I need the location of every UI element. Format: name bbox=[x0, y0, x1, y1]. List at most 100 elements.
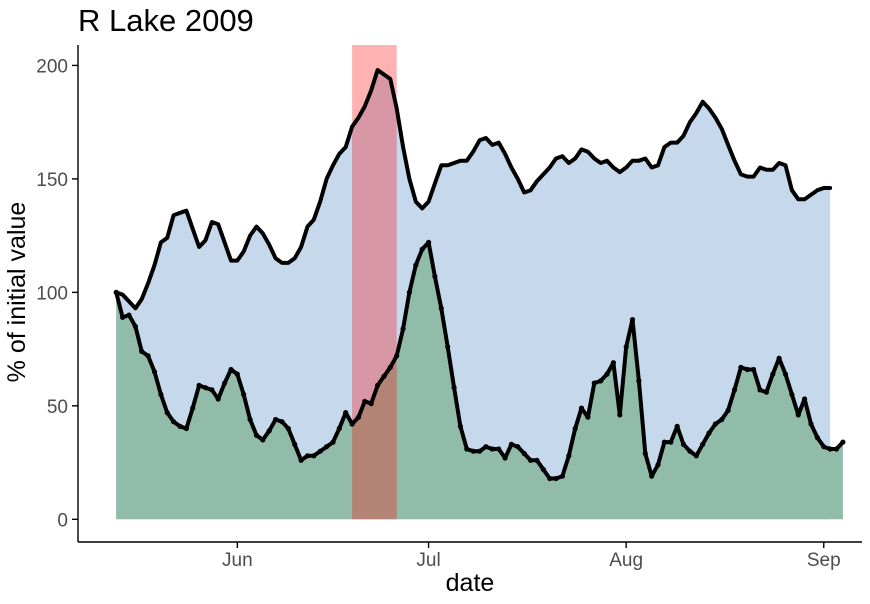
series-2-point bbox=[215, 396, 221, 402]
series-2-point bbox=[432, 273, 438, 280]
series-2-point bbox=[553, 475, 559, 482]
series-1-area bbox=[116, 70, 831, 520]
series-2-point bbox=[604, 371, 610, 377]
series-2-point bbox=[738, 364, 744, 370]
series-2-point bbox=[719, 416, 725, 423]
series-2-point bbox=[591, 380, 597, 386]
x-ticks: Jun Jul Aug Sep bbox=[222, 542, 841, 571]
series-2-point bbox=[540, 466, 546, 472]
series-2-point bbox=[464, 446, 470, 452]
series-2-point bbox=[190, 405, 196, 411]
series-2-point bbox=[196, 382, 202, 388]
series-2-point bbox=[266, 428, 272, 434]
series-2-point bbox=[132, 323, 138, 329]
series-2-point bbox=[585, 414, 591, 420]
series-2-point bbox=[610, 360, 617, 366]
y-tick-label: 0 bbox=[57, 510, 68, 531]
series-2-point bbox=[763, 389, 770, 395]
series-2-point bbox=[629, 317, 636, 323]
series-2-point bbox=[375, 382, 381, 388]
plot-lines bbox=[113, 68, 846, 482]
series-2-point bbox=[202, 385, 209, 391]
series-2-point bbox=[515, 444, 521, 450]
series-2-point bbox=[547, 475, 553, 482]
series-2-point bbox=[712, 421, 719, 427]
series-2-point bbox=[355, 414, 362, 420]
series-2-area bbox=[116, 242, 843, 520]
series-2-point bbox=[362, 398, 368, 404]
series-2-point bbox=[840, 439, 846, 445]
series-2-point bbox=[394, 353, 400, 359]
series-2-point bbox=[400, 326, 406, 332]
series-2-point bbox=[126, 312, 132, 318]
y-ticks: 0 50 100 150 200 bbox=[36, 56, 78, 531]
series-2-point bbox=[151, 369, 158, 375]
series-2-point bbox=[279, 419, 285, 425]
series-2-point bbox=[183, 425, 189, 432]
series-2-point bbox=[234, 371, 240, 377]
series-2-point bbox=[413, 262, 419, 268]
series-2-point bbox=[177, 423, 183, 429]
series-2-point bbox=[139, 348, 145, 354]
series-2-point bbox=[241, 391, 247, 398]
series-2-point bbox=[528, 457, 534, 463]
highlight-band bbox=[352, 45, 397, 520]
series-2-point bbox=[598, 378, 604, 384]
series-2-point bbox=[566, 453, 572, 459]
series-2-point bbox=[438, 305, 444, 311]
series-2-point bbox=[680, 441, 687, 447]
series-2-point bbox=[145, 353, 151, 359]
series-2-point bbox=[508, 441, 514, 447]
series-2-point bbox=[617, 412, 623, 418]
y-tick-label: 150 bbox=[36, 170, 68, 191]
series-2-point bbox=[387, 364, 393, 370]
series-2-point bbox=[171, 419, 177, 425]
series-2-point bbox=[113, 289, 119, 295]
series-2-point bbox=[330, 439, 336, 445]
y-tick-label: 200 bbox=[36, 56, 68, 77]
series-2-point bbox=[693, 453, 699, 459]
axes bbox=[77, 45, 862, 543]
series-2-point bbox=[470, 448, 476, 454]
series-2-point bbox=[521, 450, 527, 457]
series-2-point bbox=[260, 437, 266, 443]
series-2-point bbox=[782, 371, 789, 377]
series-2-point bbox=[751, 366, 757, 373]
series-2-point bbox=[827, 446, 833, 452]
series-2-point bbox=[725, 407, 731, 413]
x-tick-label: Sep bbox=[807, 550, 841, 571]
x-tick-label: Jul bbox=[416, 550, 440, 571]
series-2-point bbox=[789, 391, 795, 398]
series-2-point bbox=[814, 435, 821, 441]
series-2-point bbox=[343, 410, 349, 416]
series-2-point bbox=[209, 387, 215, 393]
series-2-point bbox=[419, 246, 425, 252]
series-2-point bbox=[578, 405, 585, 411]
series-1-line bbox=[114, 68, 833, 311]
series-2-point bbox=[687, 448, 693, 454]
series-2-point bbox=[273, 416, 279, 423]
x-axis-title: date bbox=[446, 569, 495, 597]
series-2-point bbox=[120, 314, 126, 320]
highlight-layer bbox=[352, 45, 397, 520]
series-2-point bbox=[292, 441, 298, 447]
series-2-point bbox=[636, 378, 642, 384]
x-tick-label: Jun bbox=[222, 550, 253, 571]
plot-areas bbox=[116, 70, 843, 520]
series-2-point bbox=[502, 455, 508, 461]
series-2-point bbox=[324, 444, 330, 450]
series-2-point bbox=[253, 432, 260, 438]
series-2-point bbox=[477, 448, 483, 454]
series-2-point bbox=[770, 371, 776, 377]
series-2-point bbox=[426, 239, 432, 245]
series-2-point bbox=[700, 441, 706, 447]
series-2-point bbox=[534, 457, 540, 463]
series-2-point bbox=[802, 396, 808, 402]
series-2-point bbox=[381, 373, 387, 379]
series-2-point bbox=[247, 416, 253, 423]
series-2-point bbox=[311, 453, 317, 459]
series-2-point bbox=[808, 421, 814, 427]
series-2-point bbox=[821, 444, 827, 450]
series-2-point bbox=[164, 410, 170, 416]
series-2-point bbox=[336, 425, 342, 432]
